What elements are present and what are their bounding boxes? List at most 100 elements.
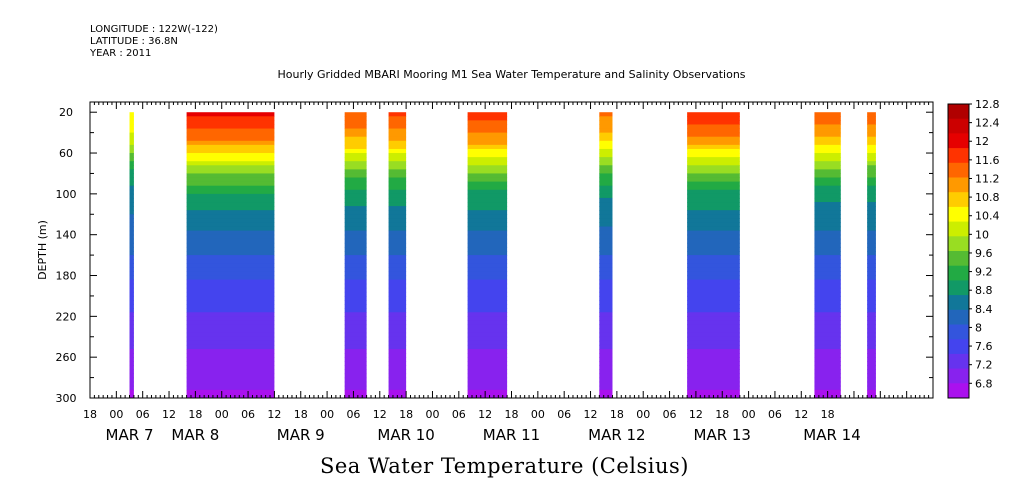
data-cell — [344, 295, 367, 301]
data-cell — [129, 255, 134, 260]
data-cell — [344, 185, 367, 191]
data-cell — [344, 128, 367, 134]
colorbar-swatch — [948, 309, 969, 325]
data-cell — [599, 324, 613, 330]
data-cell — [186, 173, 275, 179]
data-cell — [467, 246, 508, 252]
x-day-label: MAR 11 — [483, 426, 540, 444]
data-cell — [814, 304, 841, 309]
data-cell — [467, 218, 508, 224]
data-cell — [599, 251, 613, 256]
data-cell — [467, 287, 508, 293]
data-cell — [687, 312, 740, 317]
colorbar-label: 10.4 — [975, 210, 1000, 223]
data-cell — [344, 381, 367, 387]
data-cell — [867, 226, 876, 232]
data-cell — [814, 116, 841, 121]
colorbar-frame — [947, 103, 970, 399]
data-cell — [186, 373, 275, 379]
data-cell — [186, 344, 275, 350]
colorbar-swatch — [948, 295, 969, 311]
data-cell — [687, 283, 740, 289]
data-cell — [388, 124, 407, 130]
data-cell — [467, 185, 508, 191]
data-cell — [186, 144, 275, 150]
data-cell — [344, 226, 367, 232]
data-cell — [599, 112, 613, 117]
data-cell — [814, 202, 841, 207]
data-cell — [867, 308, 876, 313]
data-cell — [129, 124, 134, 130]
data-cell — [344, 214, 367, 219]
data-cell — [467, 275, 508, 281]
data-cell — [687, 124, 740, 130]
data-cell — [129, 181, 134, 187]
data-cell — [186, 153, 275, 158]
data-cell — [467, 361, 508, 366]
data-cell — [388, 344, 407, 350]
data-cell — [599, 226, 613, 232]
data-cell — [467, 173, 508, 179]
data-cell — [599, 124, 613, 130]
data-cell — [867, 328, 876, 334]
data-cell — [599, 320, 613, 326]
latitude-label: LATITUDE : 36.8N — [90, 36, 178, 47]
data-cell — [599, 385, 613, 391]
data-cell — [186, 116, 275, 121]
data-cell — [388, 214, 407, 219]
data-cell — [599, 153, 613, 158]
data-cell — [388, 279, 407, 285]
colorbar-swatch — [948, 162, 969, 178]
data-cell — [814, 340, 841, 346]
colorbar-label: 7.6 — [975, 340, 993, 353]
colorbar-swatch — [948, 280, 969, 296]
data-cell — [599, 263, 613, 268]
data-cell — [344, 369, 367, 375]
data-cell — [467, 357, 508, 362]
data-cell — [388, 230, 407, 236]
data-cell — [344, 255, 367, 260]
data-cell — [467, 353, 508, 358]
data-cell — [388, 153, 407, 158]
data-cell — [344, 373, 367, 379]
data-cell — [814, 193, 841, 199]
x-tick-label: 06 — [663, 408, 677, 421]
data-cell — [186, 267, 275, 273]
colorbar-label: 10.8 — [975, 191, 1000, 204]
data-cell — [867, 206, 876, 211]
data-cell — [814, 336, 841, 342]
colorbar-swatch — [948, 265, 969, 281]
data-cell — [388, 226, 407, 232]
data-cell — [129, 332, 134, 338]
data-cell — [687, 385, 740, 391]
data-cell — [388, 222, 407, 228]
data-cell — [186, 336, 275, 342]
data-cell — [186, 112, 275, 117]
data-cell — [867, 385, 876, 391]
data-cell — [814, 206, 841, 211]
data-cell — [186, 226, 275, 232]
data-cell — [129, 246, 134, 252]
data-cell — [186, 300, 275, 305]
data-cell — [129, 275, 134, 281]
data-cell — [814, 332, 841, 338]
data-cell — [814, 148, 841, 154]
data-cell — [388, 287, 407, 293]
data-cell — [467, 340, 508, 346]
data-cell — [867, 144, 876, 150]
data-cell — [344, 197, 367, 203]
data-cell — [599, 157, 613, 162]
location-metadata: LONGITUDE : 122W(-122) LATITUDE : 36.8N … — [90, 24, 218, 60]
data-cell — [344, 275, 367, 281]
data-cell — [129, 291, 134, 297]
data-cell — [129, 218, 134, 224]
data-cell — [814, 373, 841, 379]
data-cell — [687, 165, 740, 170]
data-cell — [344, 116, 367, 121]
data-cell — [687, 353, 740, 358]
data-cell — [388, 295, 407, 301]
data-cell — [388, 381, 407, 387]
data-cell — [814, 385, 841, 391]
data-cell — [467, 242, 508, 248]
data-cell — [687, 210, 740, 215]
